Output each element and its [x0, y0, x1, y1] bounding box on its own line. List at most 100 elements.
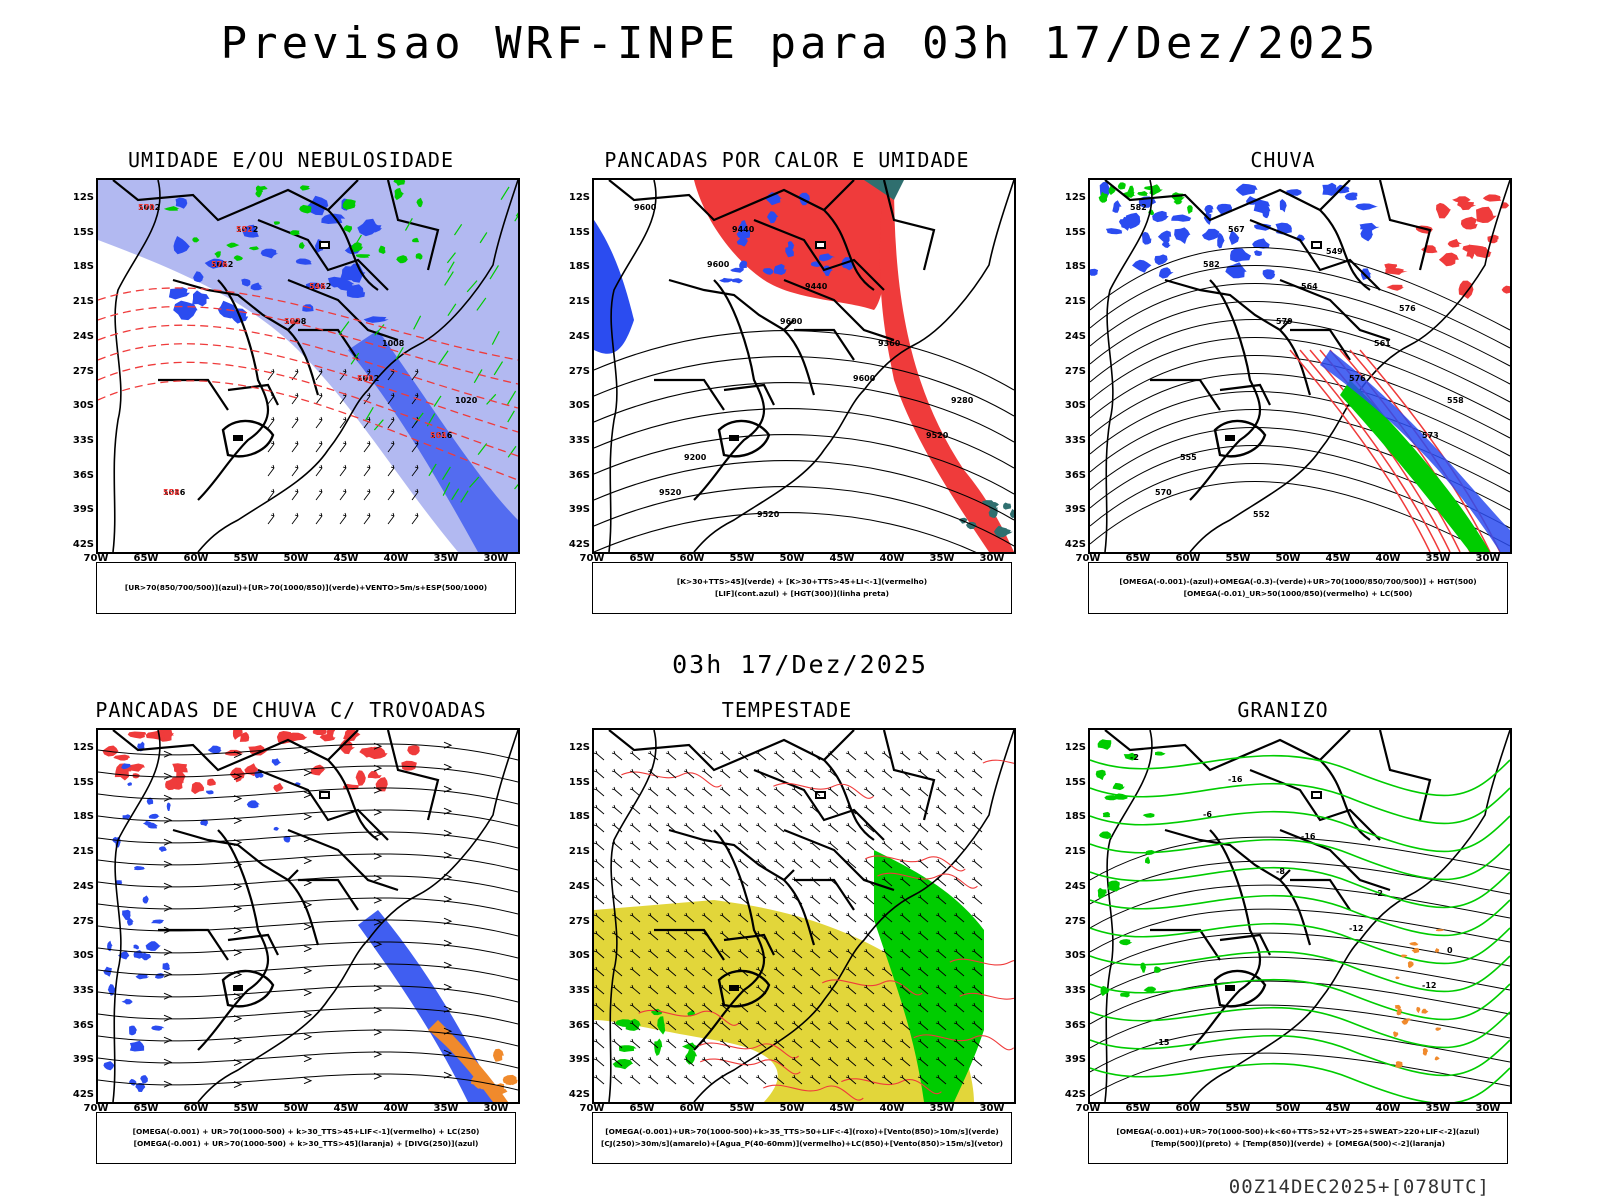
lat-tick-label: 21S — [1064, 296, 1086, 308]
lat-tick-label: 15S — [1064, 776, 1086, 788]
lon-tick-label: 30W — [1475, 1103, 1501, 1114]
lat-tick-label: 15S — [72, 776, 94, 788]
lat-tick-label: 42S — [1064, 1089, 1086, 1100]
lat-tick-label: 12S — [1064, 192, 1086, 203]
map-area: -2 -6 -8 -12 -12 -15 -16 -16 -2 0 — [1088, 728, 1512, 1104]
lon-tick-label: 55W — [233, 1103, 259, 1114]
lon-tick-label: 60W — [183, 553, 209, 564]
contour-label: 1012 — [309, 282, 331, 291]
lon-tick-label: 70W — [83, 553, 109, 564]
lon-tick-label: 50W — [1275, 553, 1301, 564]
contour-label: -15 — [1155, 1038, 1170, 1047]
lat-tick-label: 39S — [568, 504, 590, 516]
lon-tick-label: 45W — [829, 553, 855, 564]
lon-tick-label: 70W — [83, 1103, 109, 1114]
lon-tick-label: 70W — [1075, 553, 1101, 564]
footer-timestamp: 00Z14DEC2025+[078UTC] — [1228, 1176, 1490, 1198]
map-panel-1: UMIDADE E/OU NEBULOSIDADE 1012 1012 1008 101… — [56, 148, 526, 628]
lat-tick-label: 33S — [1064, 434, 1086, 446]
lat-tick-label: 15S — [1064, 226, 1086, 238]
lat-tick-label: 36S — [568, 469, 590, 481]
lat-tick-label: 39S — [72, 1054, 94, 1066]
lon-tick-label: 60W — [679, 1103, 705, 1114]
lon-tick-label: 70W — [579, 553, 605, 564]
contour-label: 9440 — [732, 225, 755, 234]
contour-label: 0 — [1447, 946, 1453, 955]
contour-label: 1008 — [284, 317, 307, 326]
map-svg — [594, 730, 1014, 1102]
map-area: 582 582 579 576 573 570 567 564 561 558 555 552 549 5… — [1088, 178, 1512, 554]
lat-tick-label: 30S — [72, 950, 94, 962]
lat-tick-label: 30S — [1064, 400, 1086, 412]
lon-tick-label: 30W — [979, 1103, 1005, 1114]
contour-label: 579 — [1276, 317, 1293, 326]
lon-tick-label: 30W — [483, 1103, 509, 1114]
legend-line: [Temp(500)](preto) + [Temp(850)](verde) … — [1150, 1139, 1446, 1148]
map-panel-3: CHUVA 582 582 579 576 573 570 567 564 561 558 555 55… — [1048, 148, 1518, 628]
lat-tick-label: 27S — [1064, 365, 1086, 377]
lat-tick-label: 18S — [1064, 811, 1086, 823]
lon-tick-label: 35W — [433, 553, 459, 564]
lon-tick-label: 60W — [1175, 1103, 1201, 1114]
contour-label: 576 — [1349, 374, 1366, 383]
lon-tick-label: 55W — [729, 553, 755, 564]
lat-tick-label: 18S — [568, 811, 590, 823]
contour-label: 552 — [1253, 510, 1270, 519]
contour-label: -16 — [1228, 775, 1243, 784]
map-area: 1012 1012 1008 1012 1016 1016 1012 1012 1008 1020… — [96, 178, 520, 554]
legend-line: [OMEGA(-0.01)_UR>50(1000/850)(vermelho) … — [1183, 589, 1413, 598]
contour-label: 576 — [211, 260, 228, 269]
lat-tick-label: 33S — [72, 434, 94, 446]
lon-tick-label: 45W — [1325, 1103, 1351, 1114]
lat-tick-label: 27S — [1064, 915, 1086, 927]
contour-label: -16 — [1301, 832, 1316, 841]
lat-tick-label: 18S — [1064, 261, 1086, 273]
panel-title: PANCADAS POR CALOR E UMIDADE — [604, 148, 970, 172]
lat-tick-label: 21S — [72, 296, 94, 308]
lon-tick-label: 50W — [779, 553, 805, 564]
contour-label: 570 — [357, 374, 374, 383]
contour-label: 9600 — [853, 374, 876, 383]
lon-tick-label: 35W — [929, 553, 955, 564]
contour-label: 9520 — [659, 488, 682, 497]
lon-tick-label: 35W — [1425, 553, 1451, 564]
contour-label: 582 — [1130, 203, 1147, 212]
contour-label: 582 — [284, 317, 301, 326]
map-panel-6: GRANIZO -2 -6 -8 -12 -12 -15 -16 -16 -2 0 12S 15S 18S… — [1048, 698, 1518, 1178]
contour-label: 582 — [1203, 260, 1220, 269]
lon-tick-label: 35W — [1425, 1103, 1451, 1114]
lon-tick-label: 40W — [1375, 1103, 1401, 1114]
lon-tick-label: 60W — [679, 553, 705, 564]
lon-tick-label: 65W — [1125, 1103, 1151, 1114]
lon-tick-label: 45W — [333, 553, 359, 564]
legend-line: [UR>70(850/700/500)](azul)+[UR>70(1000/8… — [124, 583, 488, 592]
lat-tick-label: 12S — [72, 192, 94, 203]
lat-tick-label: 27S — [568, 915, 590, 927]
lat-tick-label: 42S — [568, 1089, 590, 1100]
contour-label: 1020 — [455, 396, 478, 405]
panel-legend: [OMEGA(-0.001)-(azul)+OMEGA(-0.3)-(verde… — [1088, 562, 1508, 614]
lat-tick-label: 36S — [72, 1019, 94, 1031]
lon-tick-label: 40W — [879, 553, 905, 564]
contour-label: 9520 — [757, 510, 780, 519]
lat-tick-label: 36S — [568, 1019, 590, 1031]
lat-tick-label: 27S — [568, 365, 590, 377]
lon-tick-label: 50W — [283, 553, 309, 564]
lat-tick-label: 12S — [568, 742, 590, 753]
map-svg: 582 582 579 576 573 570 567 564 561 558 555 552 549 5… — [1090, 180, 1510, 552]
lon-tick-label: 65W — [133, 553, 159, 564]
lat-tick-label: 27S — [72, 915, 94, 927]
panel-legend: [UR>70(850/700/500)](azul)+[UR>70(1000/8… — [96, 562, 516, 614]
lat-tick-label: 30S — [568, 400, 590, 412]
lon-tick-label: 45W — [333, 1103, 359, 1114]
lat-tick-label: 24S — [568, 880, 590, 892]
contour-label: 9360 — [878, 339, 901, 348]
lon-tick-label: 40W — [1375, 553, 1401, 564]
lat-tick-label: 42S — [1064, 539, 1086, 550]
map-svg: 9600 9600 9600 9600 9520 9520 9440 9440 9360 9280… — [594, 180, 1014, 552]
lat-tick-label: 24S — [72, 330, 94, 342]
lat-tick-label: 33S — [568, 434, 590, 446]
map-area — [592, 728, 1016, 1104]
lat-tick-label: 12S — [1064, 742, 1086, 753]
contour-label: 1012 — [211, 260, 233, 269]
